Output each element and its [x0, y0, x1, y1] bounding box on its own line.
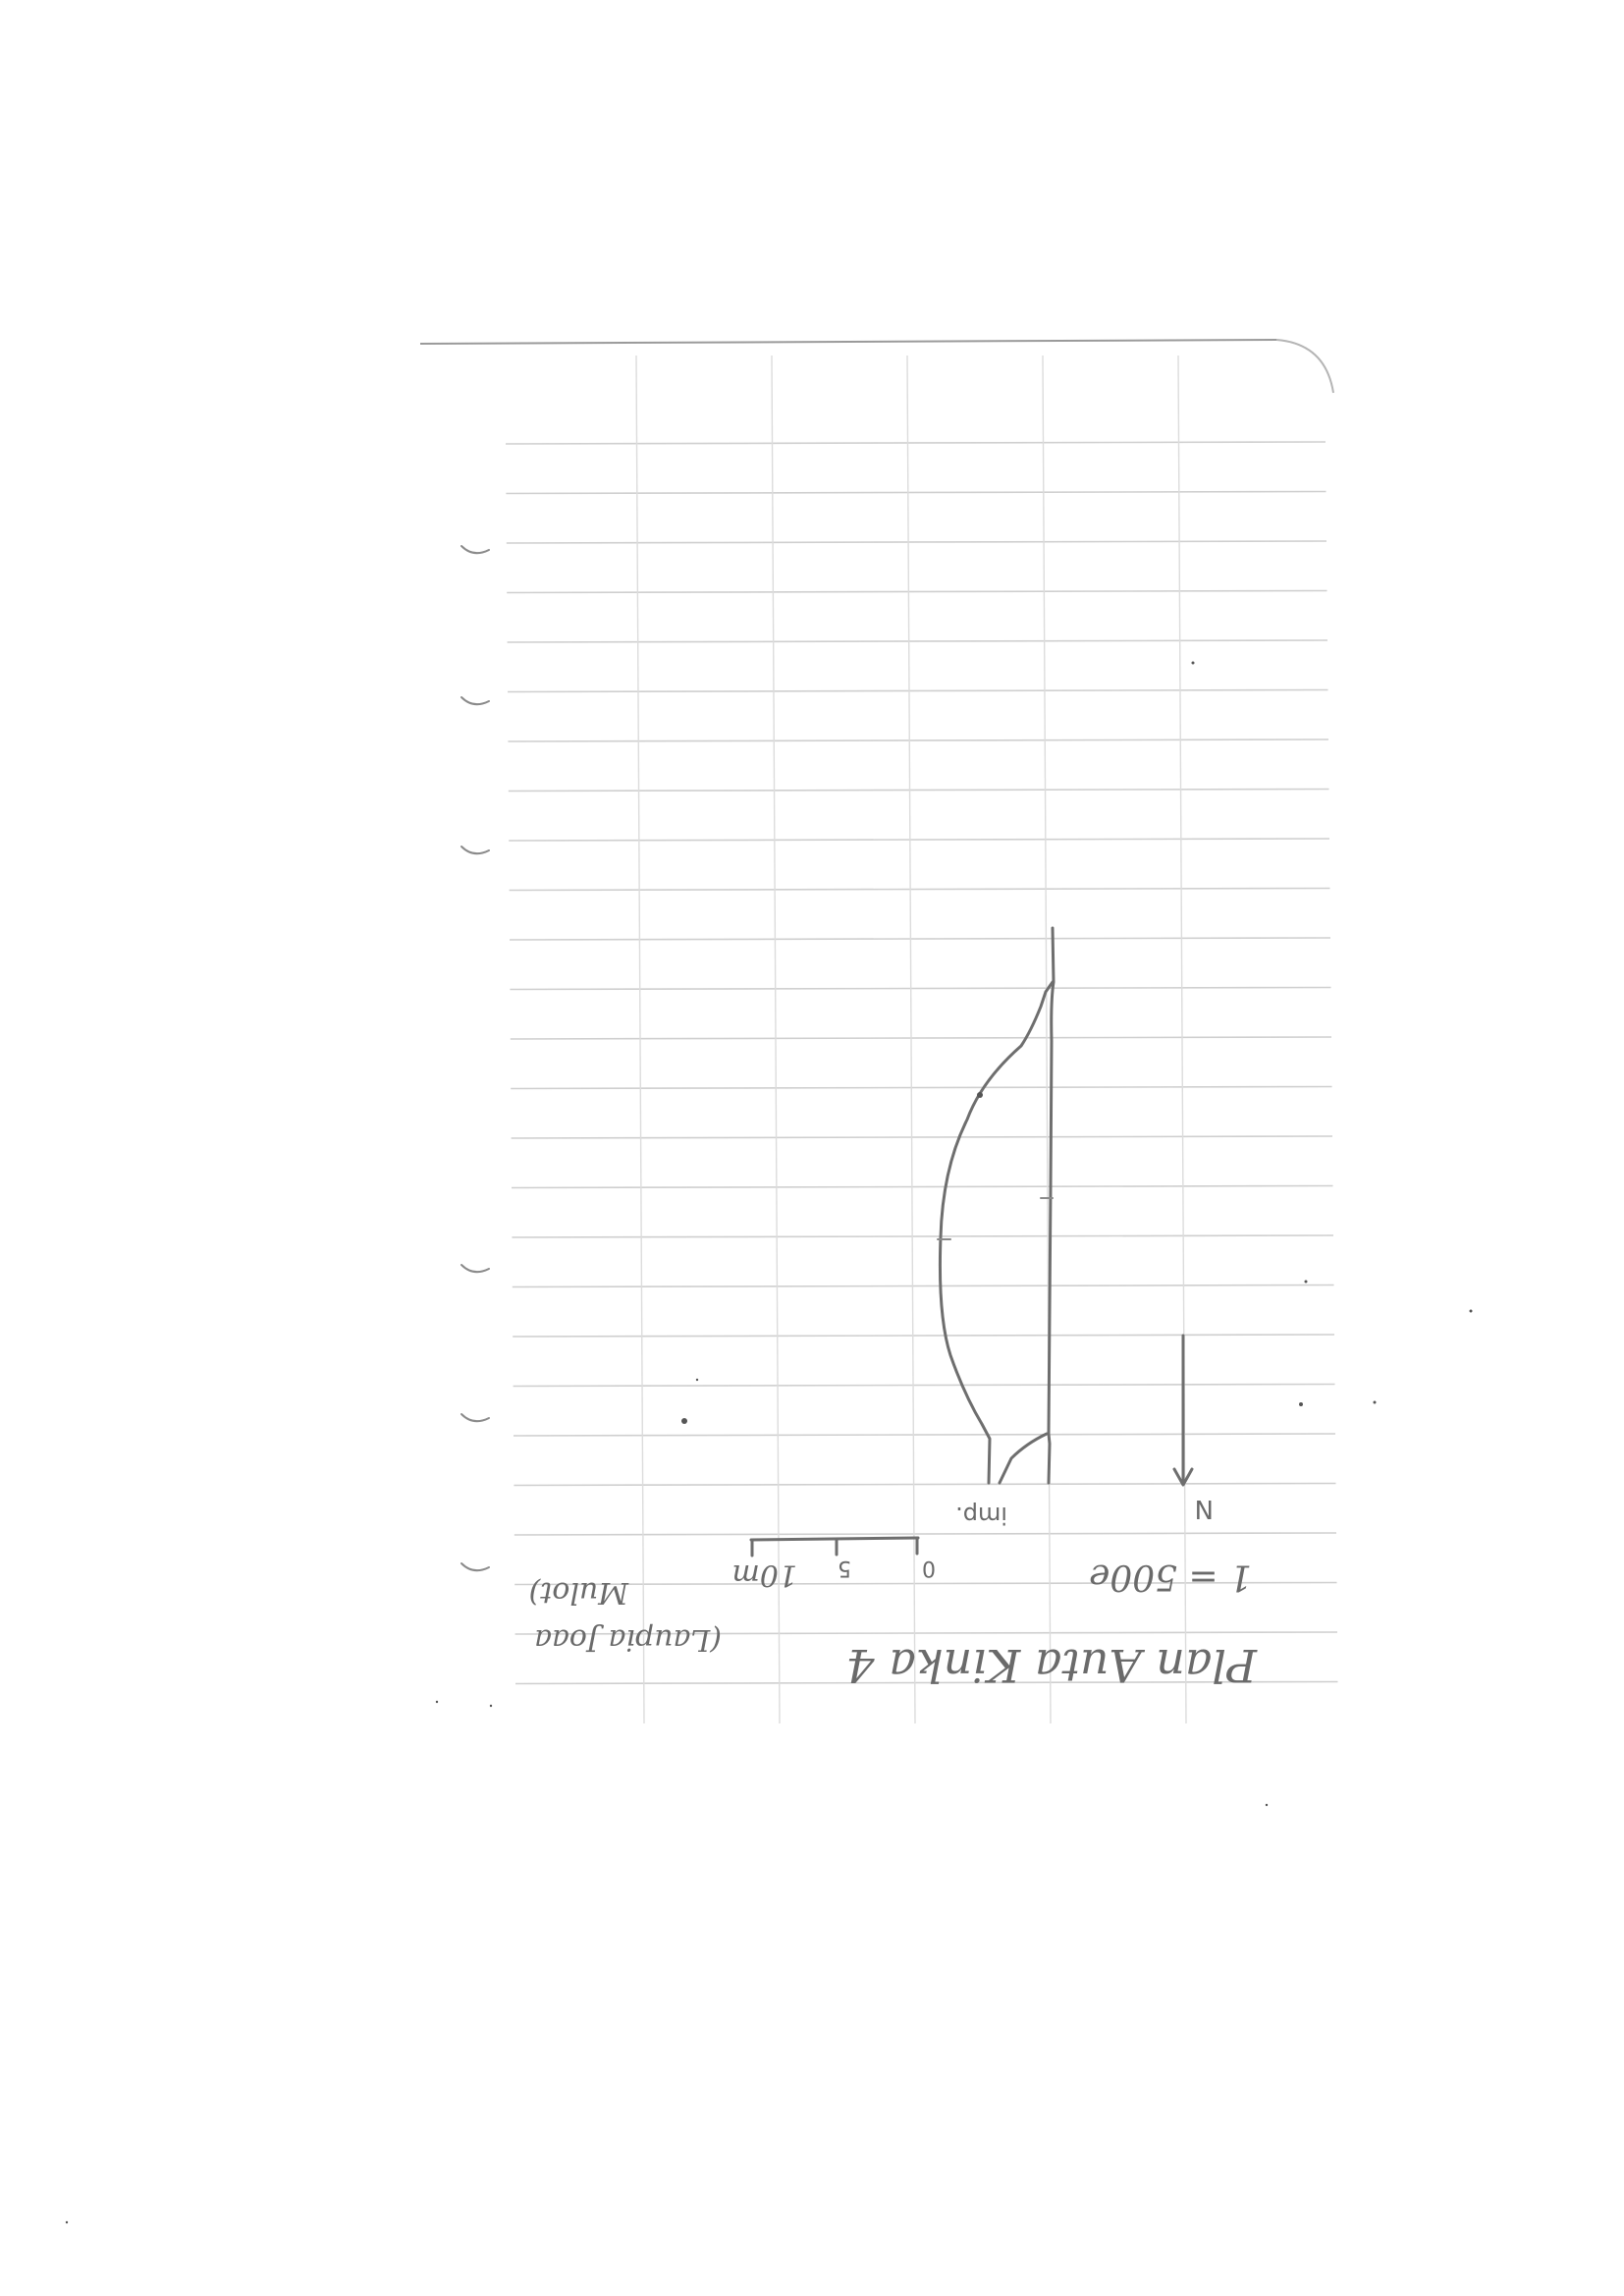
boundary-line [1047, 926, 1056, 1485]
scale-tick-0: 0 [922, 1556, 936, 1580]
ruled-line [512, 1284, 1334, 1288]
notebook-sheet [419, 339, 1337, 1730]
ruled-line [511, 1135, 1333, 1139]
grid-columns [635, 355, 1187, 1724]
ruled-line [507, 589, 1327, 594]
ruled-lines [505, 441, 1338, 1685]
ruled-line [510, 1036, 1332, 1040]
ruled-line [511, 1085, 1332, 1090]
grid-column-line [635, 355, 645, 1724]
ruled-line [510, 986, 1331, 991]
scale-ratio: 1 = 500e [1089, 1557, 1252, 1597]
ruled-line [511, 1184, 1333, 1189]
ruled-line [505, 441, 1326, 445]
field-outline [938, 980, 1055, 1485]
ruled-line [506, 490, 1326, 495]
ruled-line [514, 1680, 1338, 1685]
ruled-line [512, 1234, 1334, 1238]
scale-tick-5: 5 [838, 1556, 851, 1580]
ruled-line [509, 937, 1331, 941]
handwritten-annotations: imp. N 1 = 500e 0 5 10m Plan Auta Kinka … [529, 1494, 1258, 1692]
plan-title-note-2: Mulot) [529, 1575, 629, 1610]
plan-title: Plan Auta Kinka 4 [845, 1639, 1258, 1692]
feature-label: imp. [955, 1502, 1007, 1529]
ruled-line [509, 887, 1330, 892]
ruled-line [508, 738, 1329, 742]
north-label: N [1195, 1494, 1214, 1523]
scale-tick-10m: 10m [731, 1558, 797, 1592]
ruled-line [513, 1334, 1335, 1338]
grid-column-line [1042, 355, 1052, 1724]
ruled-line [514, 1532, 1337, 1536]
field-outline-lower [998, 1432, 1049, 1485]
north-arrow [1172, 1334, 1194, 1487]
ruled-line [509, 838, 1330, 842]
ruled-line [514, 1631, 1338, 1635]
ruled-line [507, 688, 1328, 693]
ruled-line [507, 639, 1328, 643]
ruled-line [513, 1433, 1336, 1437]
binder-hole-marks [460, 545, 490, 1572]
grid-column-line [906, 355, 916, 1724]
plan-title-note-1: (Laupia Joaa [534, 1622, 722, 1657]
grid-column-line [1177, 355, 1187, 1724]
site-plan-drawing [937, 926, 1056, 1485]
ruled-line [514, 1581, 1337, 1586]
scan-specks [65, 661, 1473, 2224]
scale-bar [749, 1536, 920, 1558]
ruled-line [506, 540, 1327, 544]
ruled-line [508, 788, 1329, 793]
ruled-line [513, 1383, 1335, 1388]
grid-column-line [771, 355, 781, 1724]
ruled-line [514, 1482, 1336, 1487]
